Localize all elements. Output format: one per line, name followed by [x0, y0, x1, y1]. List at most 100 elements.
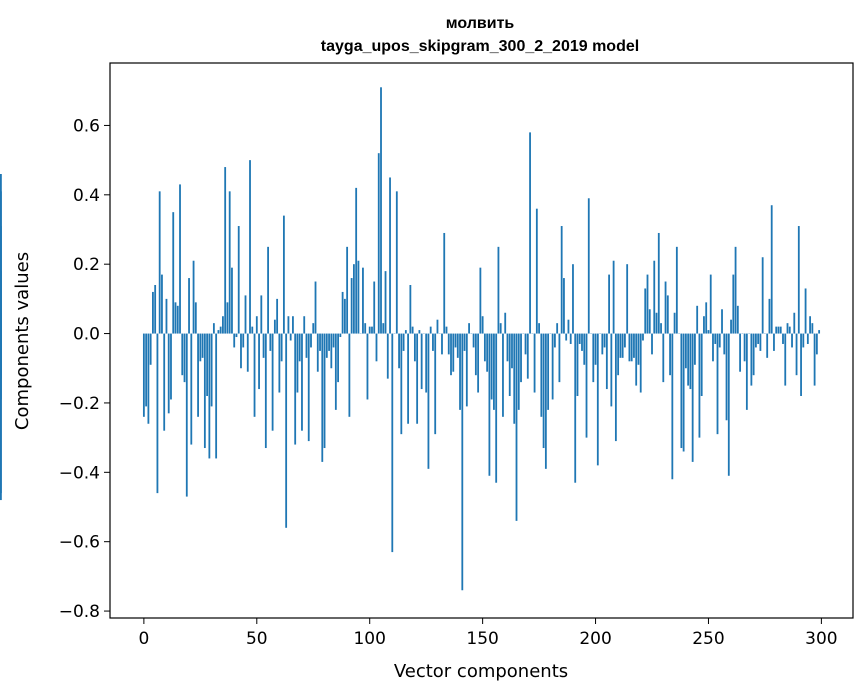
- bar-component-193: [578, 333, 581, 344]
- bar-component-220: [639, 333, 642, 393]
- bar-component-187: [565, 333, 568, 341]
- bar-component-67: [294, 333, 297, 445]
- bar-component-158: [499, 323, 502, 334]
- bar-component-197: [587, 198, 590, 334]
- bar-component-129: [434, 333, 437, 435]
- bar-component-139: [456, 333, 459, 358]
- x-axis: 0 50 100 150 200 250 300: [138, 618, 838, 649]
- bar-component-91: [348, 333, 351, 417]
- bar-component-179: [547, 333, 550, 410]
- bar-component-107: [384, 271, 387, 334]
- bar-component-60: [278, 333, 281, 393]
- bar-component-122: [418, 330, 421, 334]
- bar-component-49: [253, 333, 256, 417]
- bar-component-90: [346, 246, 349, 334]
- bar-component-138: [454, 333, 457, 348]
- bar-component-115: [402, 333, 405, 351]
- bar-component-255: [718, 333, 721, 348]
- bar-component-178: [544, 333, 547, 469]
- bar-component-186: [563, 278, 565, 334]
- bar-component-86: [337, 333, 339, 383]
- bar-component-238: [680, 333, 683, 449]
- bar-component-84: [332, 333, 335, 348]
- bar-component-297: [813, 333, 816, 386]
- bar-component-171: [529, 132, 531, 334]
- bar-component-217: [633, 333, 635, 358]
- x-tick-label: 100: [353, 629, 385, 649]
- bar-component-269: [750, 333, 753, 386]
- bar-component-263: [736, 305, 739, 334]
- bar-component-219: [637, 333, 640, 365]
- bar-component-17: [181, 333, 184, 376]
- bar-component-5: [154, 285, 157, 334]
- x-tick-label: 0: [138, 629, 149, 649]
- bar-component-191: [574, 333, 577, 483]
- y-tick-label: −0.6: [59, 533, 100, 553]
- bar-component-89: [343, 298, 346, 334]
- bar-component-216: [630, 333, 633, 362]
- bar-component-157: [497, 246, 500, 334]
- bar-component-63: [285, 333, 288, 528]
- bar-component-47: [249, 160, 251, 334]
- bar-component-241: [687, 333, 690, 386]
- bar-component-117: [407, 333, 410, 424]
- bar-component-44: [242, 333, 245, 348]
- bar-component-161: [506, 333, 509, 362]
- bar-component-181: [551, 333, 554, 400]
- y-axis: −0.8 −0.6 −0.4 −0.2 0.0 0.2 0.4 0.6: [59, 116, 110, 622]
- bar-component-132: [441, 333, 443, 355]
- bar-component-250: [707, 330, 710, 334]
- bar-component-150: [481, 316, 484, 334]
- bar-component-70: [301, 333, 303, 431]
- bar-component-173: [533, 333, 536, 393]
- bar-component-0: [142, 333, 145, 417]
- bar-component-137: [452, 333, 455, 372]
- bar-component-164: [513, 333, 516, 424]
- bar-component-40: [233, 333, 236, 348]
- bar-component-259: [727, 333, 730, 476]
- bar-component-46: [246, 333, 249, 372]
- bar-component-37: [226, 302, 229, 334]
- bar-component-112: [395, 191, 398, 334]
- bar-component-152: [486, 333, 489, 372]
- x-tick-label: 300: [805, 629, 837, 649]
- bar-component-83: [330, 333, 333, 369]
- bar-component-253: [714, 333, 717, 344]
- bar-component-undefined: [0, 333, 2, 379]
- bar-component-50: [255, 316, 258, 334]
- bar-component-170: [526, 333, 529, 379]
- bar-component-196: [585, 333, 588, 438]
- bar-component-203: [601, 333, 604, 355]
- x-tick-label: 50: [246, 629, 268, 649]
- bar-component-264: [739, 333, 741, 372]
- bar-component-286: [788, 326, 791, 334]
- bar-component-110: [391, 333, 394, 553]
- bar-component-26: [201, 333, 204, 358]
- bar-component-65: [289, 333, 292, 341]
- bar-component-undefined: [0, 174, 2, 334]
- bar-component-209: [614, 333, 617, 442]
- bar-component-155: [493, 333, 495, 410]
- bar-component-41: [235, 333, 238, 338]
- bar-component-105: [380, 87, 382, 334]
- bar-component-296: [811, 323, 814, 334]
- bar-component-162: [508, 333, 511, 396]
- bar-component-224: [648, 309, 651, 334]
- bar-component-283: [782, 333, 784, 344]
- bar-component-149: [479, 267, 482, 334]
- bar-component-169: [524, 333, 527, 355]
- bar-component-246: [698, 333, 701, 438]
- bar-component-279: [773, 333, 775, 351]
- y-tick-label: −0.2: [59, 394, 100, 414]
- bar-component-88: [341, 291, 344, 334]
- bar-component-22: [192, 260, 195, 334]
- bar-component-99: [366, 333, 369, 400]
- bar-component-260: [730, 319, 732, 334]
- bar-component-240: [684, 333, 687, 369]
- bar-component-160: [504, 312, 507, 334]
- bar-component-163: [511, 333, 513, 369]
- bar-component-15: [176, 305, 179, 334]
- bar-component-234: [671, 333, 674, 480]
- bar-component-146: [472, 333, 475, 348]
- bar-component-94: [355, 187, 358, 334]
